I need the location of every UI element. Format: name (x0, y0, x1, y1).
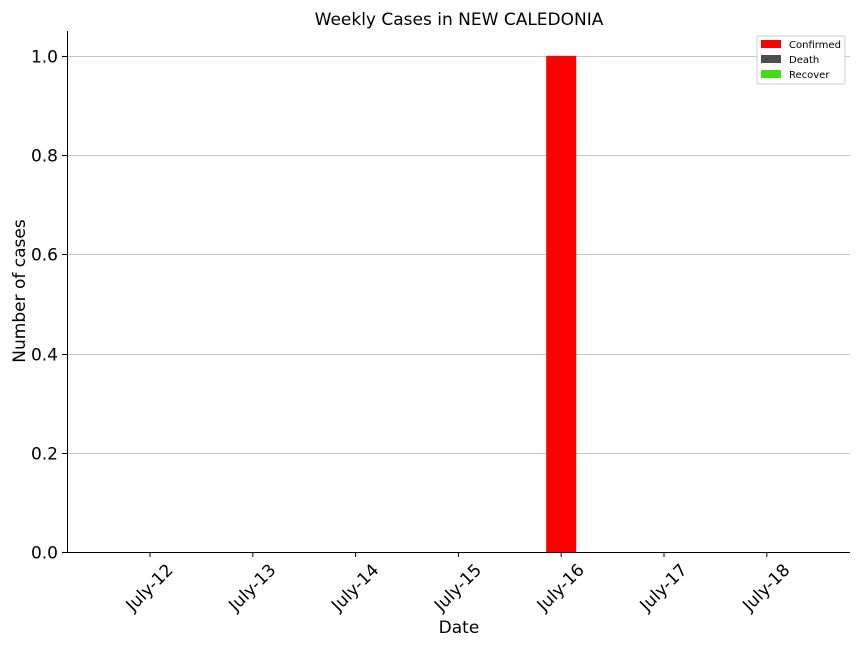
legend-swatch-death (761, 55, 781, 63)
x-tick-label: July-15 (430, 560, 486, 616)
x-tick-label: July-17 (636, 560, 692, 616)
y-ticks: 0.0 0.2 0.4 0.6 0.8 1.0 (31, 48, 67, 564)
x-tick-label: July-13 (224, 560, 280, 616)
x-tick-label: July-12 (122, 560, 178, 616)
y-axis-label: Number of cases (10, 219, 30, 363)
x-tick-label: July-14 (327, 560, 383, 616)
chart-title: Weekly Cases in NEW CALEDONIA (315, 10, 604, 30)
y-tick-label: 0.2 (31, 445, 58, 465)
bar-confirmed-july-16 (546, 55, 577, 553)
x-ticks: July-12 July-13 July-14 July-15 July-16 July-… (122, 552, 794, 616)
legend-label-confirmed: Confirmed (789, 40, 841, 51)
y-tick-label: 0.8 (31, 147, 58, 167)
legend-swatch-confirmed (761, 40, 781, 48)
grid (67, 56, 850, 454)
x-tick-label: July-18 (738, 560, 794, 616)
legend-swatch-recover (761, 70, 781, 78)
x-axis-label: Date (439, 618, 480, 638)
legend-label-death: Death (789, 55, 819, 66)
legend: Confirmed Death Recover (756, 35, 846, 85)
y-tick-label: 0.0 (31, 544, 58, 564)
y-tick-label: 1.0 (31, 48, 58, 68)
x-tick-label: July-16 (533, 560, 589, 616)
y-tick-label: 0.6 (31, 246, 58, 266)
bars (546, 55, 577, 553)
y-tick-label: 0.4 (31, 346, 58, 366)
legend-label-recover: Recover (789, 70, 830, 81)
